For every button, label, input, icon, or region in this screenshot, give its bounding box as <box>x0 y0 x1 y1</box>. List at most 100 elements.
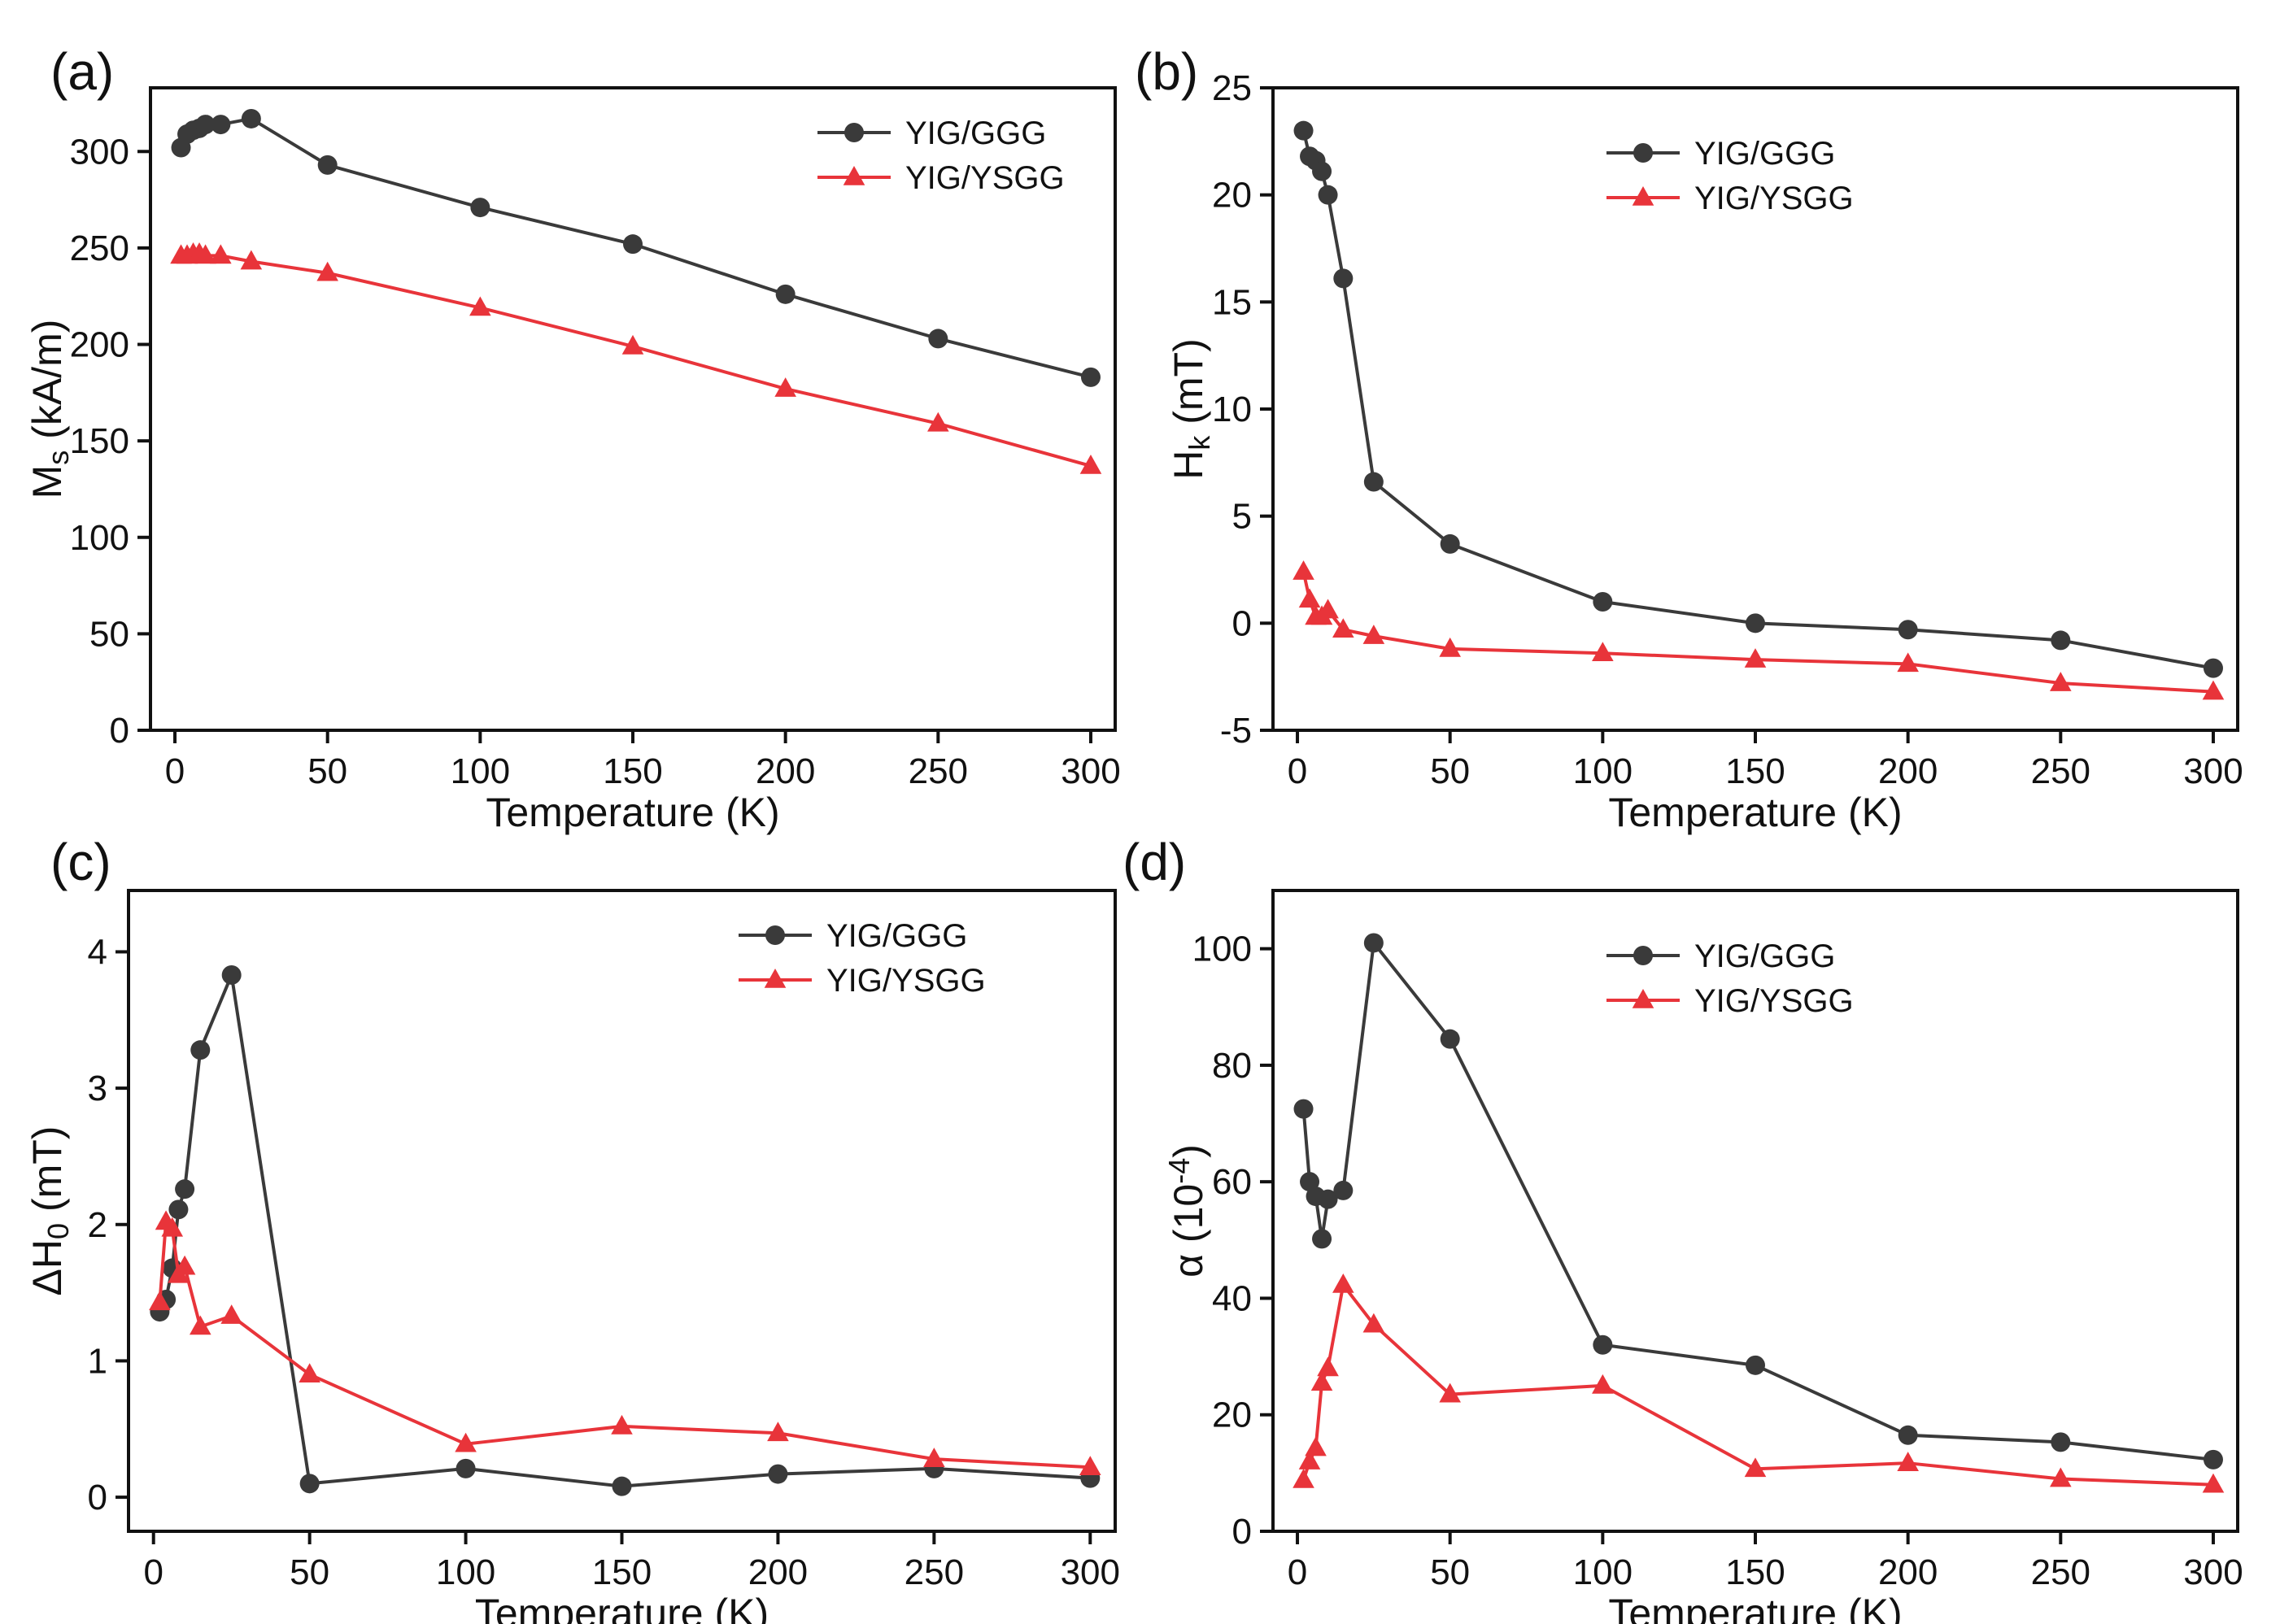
data-point-ggg <box>1898 1425 1918 1445</box>
data-point-ggg <box>1333 1180 1354 1200</box>
y-axis-label: Ms (kA/m) <box>24 320 75 499</box>
legend-marker-triangle <box>843 166 865 185</box>
data-point-ysgg <box>469 296 491 316</box>
x-tick-label: 250 <box>905 1552 964 1592</box>
chart-panel-c: (c) 0 50 100 150 200 250 300 0 1 2 3 4 Temperature (K… <box>24 833 1120 1624</box>
y-tick-label: 5 <box>1232 497 1252 537</box>
x-tick-label: 200 <box>1878 1552 1938 1592</box>
data-point-ggg <box>241 108 261 128</box>
data-point-ggg <box>768 1464 788 1484</box>
x-tick-label: 0 <box>1288 751 1307 791</box>
data-point-ggg <box>2203 1449 2223 1469</box>
data-point-ysgg <box>1592 642 1614 661</box>
data-point-ysgg <box>1362 1313 1385 1333</box>
x-tick-label: 250 <box>909 751 968 791</box>
chart-panel-a: (a) 0 50 100 150 200 250 300 0 50 100 150 200 250 300 T… <box>24 42 1121 835</box>
y-tick-label: 100 <box>1192 930 1252 969</box>
data-point-ysgg <box>774 377 796 397</box>
data-point-ggg <box>221 964 242 985</box>
panel-label: (b) <box>1135 42 1198 101</box>
y-tick-label: 200 <box>70 325 129 365</box>
data-point-ysgg <box>240 250 263 270</box>
data-point-ysgg <box>1298 1450 1321 1469</box>
x-tick-label: 50 <box>290 1552 329 1592</box>
data-point-ysgg <box>1332 1273 1354 1293</box>
data-layer <box>1293 120 2225 700</box>
data-point-ysgg <box>210 244 232 264</box>
data-point-ggg <box>1593 1334 1613 1355</box>
data-point-ggg <box>1363 472 1384 492</box>
data-point-ggg <box>1318 185 1338 205</box>
data-point-ysgg <box>1744 1457 1767 1478</box>
data-point-ggg <box>2203 658 2223 678</box>
x-tick-label: 150 <box>592 1552 652 1592</box>
x-tick-label: 250 <box>2031 751 2090 791</box>
data-point-ysgg <box>161 1217 184 1237</box>
data-point-ggg <box>168 1199 189 1220</box>
chart-panel-d: (d)0 50 100 150 200 250 300020406080100Tempera… <box>1123 833 2243 1624</box>
y-axis-label: ΔH0 (mT) <box>24 1126 75 1296</box>
x-tick-label: 100 <box>1573 1552 1633 1592</box>
series-line-ysgg <box>1301 1282 2214 1487</box>
legend-label: YIG/YSGG <box>1694 983 1854 1019</box>
legend-marker-circle <box>1633 946 1653 965</box>
data-point-ysgg <box>1592 1374 1614 1394</box>
data-point-ysgg <box>299 1363 320 1382</box>
y-axis-label: Hk (mT) <box>1166 338 1216 480</box>
legend-label: YIG/YSGG <box>905 160 1065 196</box>
x-tick-label: 300 <box>1061 751 1120 791</box>
y-tick-label: 0 <box>1232 603 1252 643</box>
x-axis-label: Temperature (K) <box>1608 1591 1902 1624</box>
data-point-ggg <box>317 155 338 175</box>
data-point-ggg <box>1363 933 1384 953</box>
series-line-ggg <box>158 973 1091 1488</box>
x-tick-label: 200 <box>756 751 815 791</box>
y-tick-label: 0 <box>88 1478 107 1517</box>
legend-label: YIG/GGG <box>905 115 1046 151</box>
data-point-ggg <box>1898 620 1918 640</box>
data-point-ysgg <box>923 1448 945 1467</box>
data-point-ggg <box>1318 1189 1338 1209</box>
legend-label: YIG/GGG <box>1694 136 1835 172</box>
data-point-ggg <box>299 1474 320 1494</box>
panel-label: (c) <box>50 833 111 891</box>
series-line-ysgg <box>181 252 1092 468</box>
x-tick-label: 100 <box>451 751 510 791</box>
data-point-ysgg <box>1317 599 1339 619</box>
data-point-ysgg <box>1079 1456 1101 1475</box>
x-tick-label: 0 <box>143 1552 163 1592</box>
data-point-ggg <box>1440 533 1460 554</box>
y-tick-label: 15 <box>1212 282 1252 322</box>
x-tick-label: 100 <box>1573 751 1633 791</box>
x-tick-label: 150 <box>1725 1552 1785 1592</box>
data-point-ysgg <box>173 1255 196 1275</box>
data-point-ysgg <box>1332 618 1354 638</box>
data-point-ysgg <box>1897 652 1919 673</box>
y-tick-label: 2 <box>88 1205 107 1245</box>
data-point-ggg <box>2051 630 2071 651</box>
data-point-ggg <box>775 284 796 304</box>
x-tick-label: 250 <box>2031 1552 2090 1592</box>
y-tick-label: 150 <box>70 421 129 461</box>
chart-panel-b: (b) 0 50 100 150 200 250 300 -5 0 5 10 15 20 25 Tempera… <box>1135 42 2243 835</box>
data-point-ggg <box>928 329 948 349</box>
y-tick-label: 60 <box>1212 1162 1252 1202</box>
data-point-ggg <box>1333 268 1354 289</box>
y-tick-label: 0 <box>1232 1512 1252 1552</box>
y-tick-label: 300 <box>70 132 129 172</box>
series-line-ggg <box>1301 941 2214 1461</box>
data-point-ysgg <box>220 1304 242 1324</box>
y-tick-label: 50 <box>89 614 129 654</box>
y-tick-label: 4 <box>88 932 107 972</box>
y-tick-label: 10 <box>1212 390 1252 429</box>
data-point-ggg <box>1746 1355 1765 1375</box>
legend-marker-triangle <box>1632 989 1654 1008</box>
x-axis-label: Temperature (K) <box>475 1591 769 1624</box>
x-tick-label: 300 <box>1061 1552 1120 1592</box>
panel-label: (a) <box>50 42 114 101</box>
data-point-ysgg <box>2050 672 2072 691</box>
y-tick-label: 1 <box>88 1341 107 1381</box>
y-tick-label: 20 <box>1212 1395 1252 1435</box>
data-point-ggg <box>1593 592 1613 612</box>
y-tick-label: 40 <box>1212 1278 1252 1318</box>
